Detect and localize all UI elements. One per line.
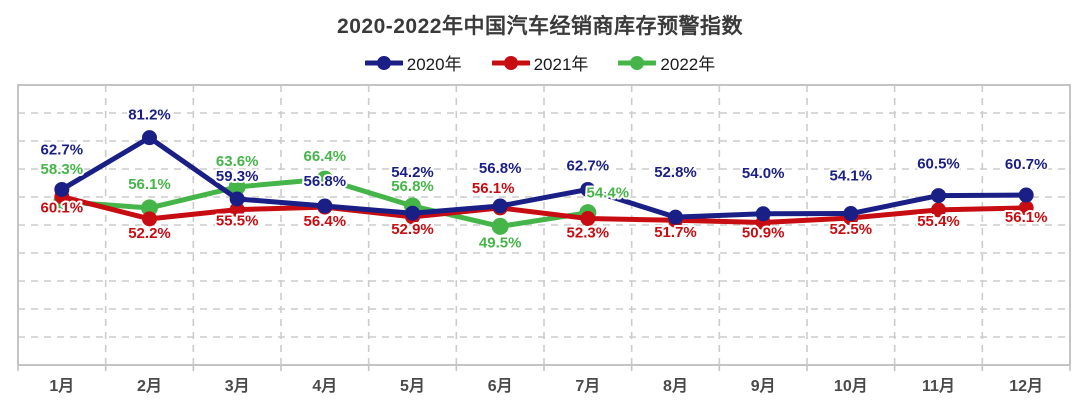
value-label-2021年-10月: 52.5% bbox=[830, 221, 873, 238]
value-label-2021年-2月: 52.2% bbox=[128, 225, 171, 242]
x-axis-label: 4月 bbox=[312, 377, 337, 395]
line-2020年 bbox=[59, 135, 1029, 220]
line-2021年 bbox=[59, 194, 1029, 225]
point-2020年-12月[interactable] bbox=[1018, 187, 1034, 203]
x-axis-label: 10月 bbox=[834, 377, 868, 395]
point-2020年-11月[interactable] bbox=[931, 188, 946, 204]
value-label-2020年-4月: 56.8% bbox=[304, 173, 347, 190]
legend-label-2020: 2020年 bbox=[406, 55, 462, 74]
value-label-2021年-11月: 55.4% bbox=[917, 213, 960, 230]
point-2021年-7月[interactable] bbox=[580, 211, 596, 227]
point-2020年-2月[interactable] bbox=[142, 130, 157, 146]
value-label-2021年-12月: 56.1% bbox=[1005, 209, 1048, 226]
value-label-2021年-5月: 52.9% bbox=[391, 221, 434, 238]
point-2020年-5月[interactable] bbox=[405, 205, 420, 221]
legend: 2020年 2021年 2022年 bbox=[0, 50, 1080, 75]
value-label-2022年-7月: 54.4% bbox=[587, 185, 630, 202]
value-label-2020年-8月: 52.8% bbox=[654, 164, 697, 181]
legend-item-2020[interactable]: 2020年 bbox=[364, 50, 462, 75]
value-label-2020年-5月: 54.2% bbox=[391, 164, 434, 181]
x-axis-label: 5月 bbox=[400, 377, 425, 395]
chart-title: 2020-2022年中国汽车经销商库存预警指数 bbox=[337, 15, 743, 38]
value-label-2022年-5月: 56.8% bbox=[391, 178, 434, 195]
value-label-2021年-6月: 56.1% bbox=[472, 180, 515, 197]
value-label-2020年-11月: 60.5% bbox=[917, 156, 960, 173]
legend-item-2021[interactable]: 2021年 bbox=[491, 50, 589, 75]
point-2021年-11月[interactable] bbox=[931, 202, 946, 218]
value-label-2020年-2月: 81.2% bbox=[128, 107, 171, 124]
value-label-2021年-1月: 60.1% bbox=[41, 200, 84, 217]
x-axis-label: 7月 bbox=[575, 377, 600, 395]
value-label-2020年-9月: 54.0% bbox=[742, 165, 785, 182]
value-label-2022年-3月: 63.6% bbox=[216, 153, 259, 170]
value-label-2020年-10月: 54.1% bbox=[830, 168, 873, 185]
point-2021年-2月[interactable] bbox=[142, 211, 157, 227]
point-2021年-12月[interactable] bbox=[1018, 200, 1034, 216]
point-2022年-4月[interactable] bbox=[316, 170, 334, 188]
point-2020年-3月[interactable] bbox=[229, 191, 245, 207]
value-label-2022年-4月: 66.4% bbox=[304, 148, 347, 165]
legend-item-2022[interactable]: 2022年 bbox=[618, 50, 715, 75]
point-2020年-10月[interactable] bbox=[843, 206, 859, 222]
point-2020年-8月[interactable] bbox=[668, 209, 683, 225]
x-axis-label: 9月 bbox=[751, 377, 776, 395]
x-axis-label: 2月 bbox=[137, 377, 162, 395]
value-label-2022年-6月: 49.5% bbox=[479, 234, 522, 251]
point-2020年-9月[interactable] bbox=[755, 206, 771, 222]
x-axis-label: 6月 bbox=[488, 377, 513, 395]
point-2020年-4月[interactable] bbox=[317, 198, 333, 214]
value-label-2021年-4月: 56.4% bbox=[304, 213, 347, 230]
point-2022年-2月[interactable] bbox=[141, 199, 158, 217]
point-2020年-1月[interactable] bbox=[54, 181, 70, 197]
value-label-2022年-2月: 56.1% bbox=[128, 176, 171, 193]
value-label-2021年-7月: 52.3% bbox=[567, 225, 610, 242]
value-label-2020年-1月: 62.7% bbox=[41, 141, 84, 158]
point-2020年-6月[interactable] bbox=[492, 198, 508, 214]
x-axis-label: 1月 bbox=[49, 377, 74, 395]
x-axis-label: 12月 bbox=[1009, 377, 1043, 395]
legend-marker-2020-icon bbox=[364, 55, 403, 70]
point-2022年-6月[interactable] bbox=[491, 217, 509, 235]
x-axis-label: 11月 bbox=[922, 377, 955, 395]
value-label-2021年-9月: 50.9% bbox=[742, 224, 785, 241]
x-axis-label: 8月 bbox=[663, 377, 688, 395]
value-label-2022年-1月: 58.3% bbox=[41, 161, 84, 178]
value-label-2021年-8月: 51.7% bbox=[654, 224, 697, 241]
legend-label-2021: 2021年 bbox=[533, 55, 589, 74]
x-axis-label: 3月 bbox=[225, 377, 250, 395]
point-2020年-7月[interactable] bbox=[580, 181, 596, 197]
point-2021年-3月[interactable] bbox=[229, 202, 245, 218]
legend-label-2022: 2022年 bbox=[660, 55, 716, 74]
value-label-2020年-6月: 56.8% bbox=[479, 160, 522, 177]
value-label-2020年-3月: 59.3% bbox=[216, 168, 259, 185]
value-label-2020年-7月: 62.7% bbox=[567, 157, 610, 174]
legend-marker-2021-icon bbox=[491, 55, 530, 70]
point-2022年-3月[interactable] bbox=[228, 178, 246, 196]
legend-marker-2022-icon bbox=[618, 55, 657, 70]
value-label-2021年-3月: 55.5% bbox=[216, 213, 259, 230]
value-label-2020年-12月: 60.7% bbox=[1005, 156, 1048, 173]
